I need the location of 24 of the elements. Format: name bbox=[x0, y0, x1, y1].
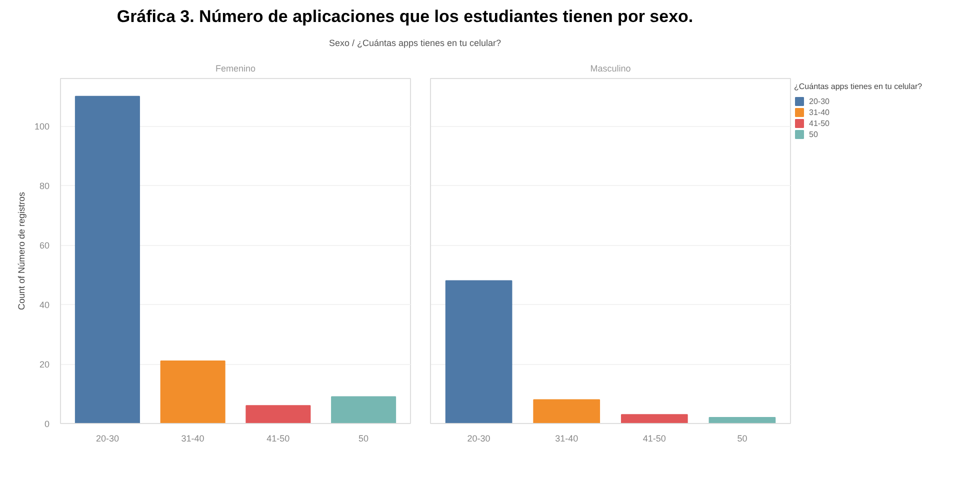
chart-subtitle: Sexo / ¿Cuántas apps tienes en tu celular? bbox=[328, 37, 502, 50]
y-tick-label: 40 bbox=[39, 300, 50, 310]
legend-label: 31-40 bbox=[809, 107, 830, 117]
x-tick-label: 41-50 bbox=[266, 434, 290, 444]
chart-title: Gráfica 3. Número de aplicaciones que los estudiantes tienen por sexo. bbox=[116, 6, 694, 28]
text: Masculino bbox=[590, 64, 631, 74]
y-axis-title: Count of Número de registros bbox=[16, 191, 26, 310]
x-tick-label: 41-50 bbox=[642, 434, 666, 444]
legend-label: 50 bbox=[809, 129, 819, 139]
x-tick-label: 31-40 bbox=[181, 434, 204, 444]
legend-label: 41-50 bbox=[809, 118, 830, 128]
legend-label: 20-30 bbox=[809, 96, 830, 106]
x-tick-label: 50 bbox=[737, 434, 748, 444]
y-tick-label: 20 bbox=[39, 360, 50, 370]
y-tick-label: 0 bbox=[44, 419, 50, 429]
x-tick-label: 50 bbox=[358, 434, 369, 444]
legend-title: ¿Cuántas apps tienes en tu celular? bbox=[794, 82, 922, 91]
y-tick-label: 80 bbox=[39, 181, 50, 192]
x-tick-label: 31-40 bbox=[555, 434, 578, 444]
y-tick-label: 60 bbox=[39, 240, 50, 251]
x-tick-label: 20-30 bbox=[467, 434, 490, 444]
x-tick-label: 20-30 bbox=[96, 434, 119, 444]
text: Femenino bbox=[215, 64, 256, 74]
y-tick-label: 100 bbox=[34, 122, 50, 132]
